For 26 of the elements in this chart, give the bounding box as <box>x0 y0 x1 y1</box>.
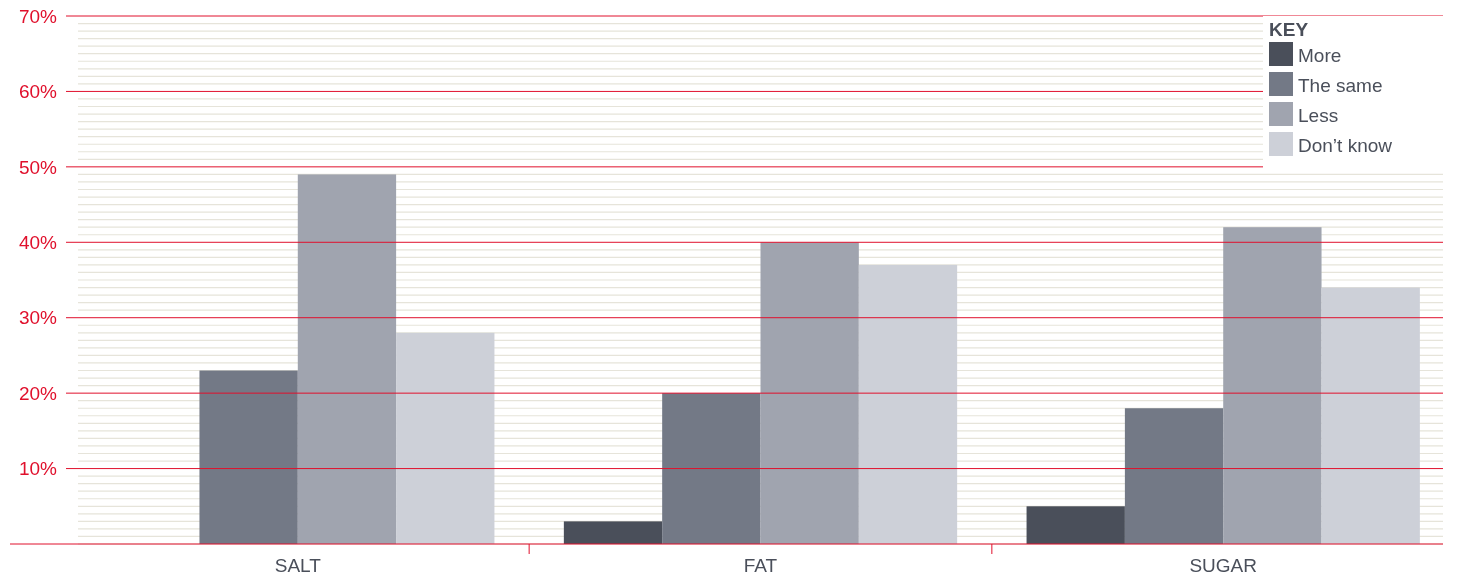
bar <box>1026 506 1125 544</box>
x-tick-label: FAT <box>743 555 778 576</box>
bar <box>760 242 859 544</box>
y-tick-label: 50% <box>18 156 58 178</box>
bar <box>563 521 663 544</box>
legend-label: More <box>1298 45 1342 66</box>
legend-title: KEY <box>1269 19 1309 40</box>
y-tick-label: 40% <box>18 231 58 253</box>
bar <box>1124 408 1224 544</box>
legend-label: Less <box>1298 105 1339 126</box>
y-tick-label: 70% <box>18 5 58 27</box>
x-tick-label: SUGAR <box>1189 555 1257 576</box>
y-tick-label: 20% <box>18 382 58 404</box>
y-tick-label: 60% <box>18 81 58 103</box>
bar <box>1321 287 1420 544</box>
bar <box>297 174 397 544</box>
legend-label: Don’t know <box>1298 135 1393 156</box>
legend-label: The same <box>1298 75 1383 96</box>
bar <box>1223 227 1322 544</box>
bar <box>662 393 761 544</box>
bar <box>396 332 495 544</box>
y-tick-label: 10% <box>18 458 58 480</box>
y-tick-label: 30% <box>18 307 58 329</box>
x-tick-label: SALT <box>274 555 322 576</box>
bar <box>199 370 298 544</box>
bar <box>858 264 958 544</box>
